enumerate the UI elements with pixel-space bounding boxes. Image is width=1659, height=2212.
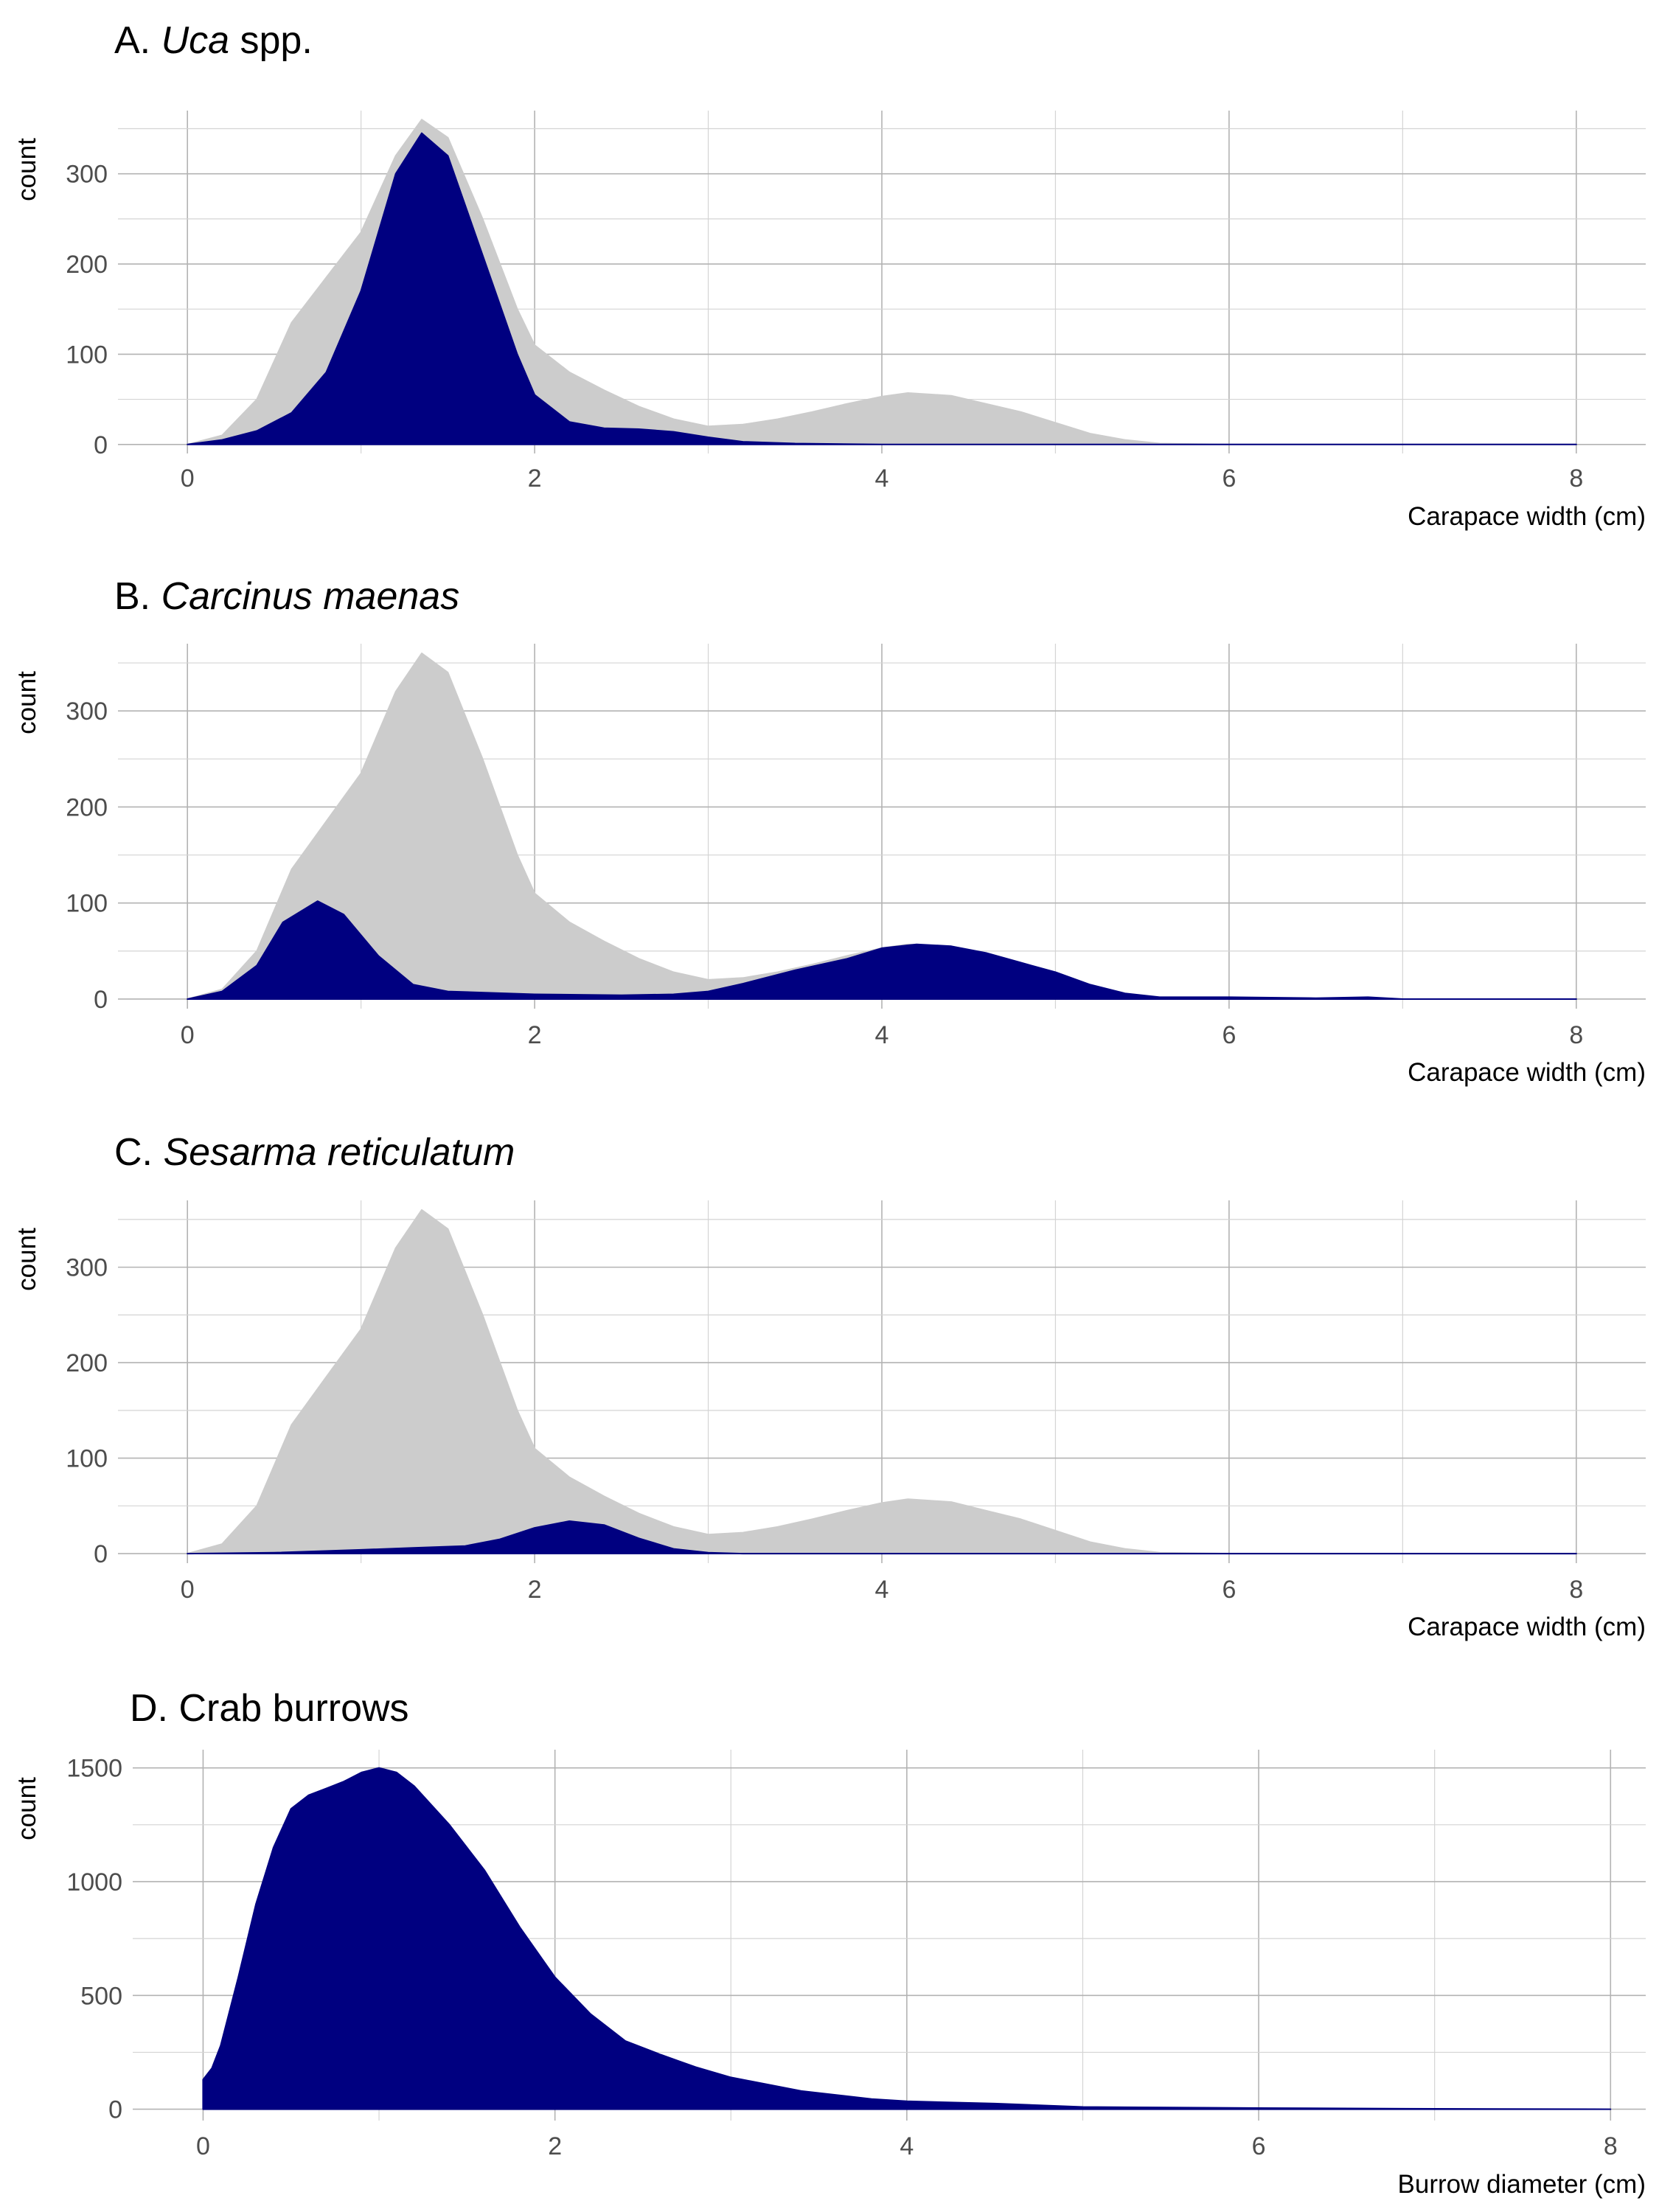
x-axis-label: Burrow diameter (cm) [1398, 2170, 1646, 2199]
y-tick-label: 500 [80, 1982, 122, 2010]
x-tick-label: 6 [1222, 1021, 1236, 1049]
x-tick-label: 0 [196, 2132, 210, 2160]
x-tick-label: 8 [1569, 465, 1583, 493]
area-series-species [187, 132, 1577, 445]
x-tick-label: 4 [875, 1021, 889, 1049]
x-tick-label: 6 [1252, 2132, 1266, 2160]
panel-title: B. Carcinus maenas [114, 575, 459, 618]
title-prefix: C. [114, 1131, 163, 1174]
x-tick-label: 6 [1222, 1576, 1236, 1604]
x-tick-label: 2 [528, 1021, 542, 1049]
x-tick-label: 0 [181, 1576, 195, 1604]
y-tick-label: 100 [66, 890, 108, 918]
y-tick-label: 100 [66, 1445, 108, 1473]
x-axis-label: Carapace width (cm) [1408, 1613, 1646, 1641]
y-tick-label: 200 [66, 793, 108, 821]
title-species: Carcinus maenas [161, 575, 460, 618]
x-tick-label: 4 [900, 2132, 914, 2160]
x-tick-label: 8 [1604, 2132, 1618, 2160]
panel-title: D. Crab burrows [130, 1687, 409, 1730]
panel-b: 0 2 4 6 8 0 100 200 300 Carapace width (cm) count B… [13, 575, 1646, 1087]
area-series-background [187, 119, 1577, 445]
y-tick-label: 300 [66, 1254, 108, 1282]
panel-title: A. Uca spp. [114, 19, 313, 62]
y-tick-label: 1500 [66, 1755, 122, 1783]
y-tick-label: 200 [66, 1349, 108, 1377]
panel-c: 0 2 4 6 8 0 100 200 300 Carapace width (cm) count C… [13, 1131, 1646, 1641]
title-species: Sesarma reticulatum [163, 1131, 515, 1174]
x-tick-label: 4 [875, 1576, 889, 1604]
y-tick-label: 200 [66, 251, 108, 279]
x-axis-label: Carapace width (cm) [1408, 502, 1646, 531]
x-tick-label: 4 [875, 465, 889, 493]
area-series-species [187, 1520, 1577, 1555]
y-tick-label: 0 [108, 2096, 122, 2124]
y-tick-label: 1000 [66, 1868, 122, 1896]
y-axis-label: count [13, 1228, 41, 1291]
x-tick-label: 2 [548, 2132, 562, 2160]
x-tick-label: 8 [1569, 1576, 1583, 1604]
x-axis-label: Carapace width (cm) [1408, 1058, 1646, 1087]
title-prefix: A. [114, 19, 161, 62]
y-tick-label: 0 [94, 431, 108, 459]
x-tick-label: 8 [1569, 1021, 1583, 1049]
x-tick-label: 0 [181, 465, 195, 493]
y-axis-label: count [13, 671, 41, 734]
area-series-species [202, 1767, 1612, 2110]
y-tick-label: 300 [66, 698, 108, 726]
title-suffix: spp. [229, 19, 313, 62]
title-species: Uca [161, 19, 229, 62]
y-axis-label: count [13, 138, 41, 201]
y-tick-label: 0 [94, 986, 108, 1014]
area-series-species [187, 900, 1577, 1000]
y-tick-label: 300 [66, 161, 108, 189]
y-tick-label: 0 [94, 1540, 108, 1568]
title-prefix: D. Crab burrows [130, 1687, 409, 1730]
area-series-background [187, 1208, 1577, 1555]
x-tick-label: 2 [528, 1576, 542, 1604]
y-tick-label: 100 [66, 341, 108, 369]
panel-a: 0 2 4 6 8 0 100 200 300 Carapace width (cm) count A… [13, 19, 1646, 531]
title-prefix: B. [114, 575, 161, 618]
x-tick-label: 6 [1222, 465, 1236, 493]
panel-title: C. Sesarma reticulatum [114, 1131, 515, 1174]
x-tick-label: 2 [528, 465, 542, 493]
x-tick-label: 0 [181, 1021, 195, 1049]
y-axis-label: count [13, 1777, 41, 1840]
panel-d: 0 2 4 6 8 0 500 1000 1500 Burrow diameter (cm) cou… [13, 1687, 1646, 2199]
